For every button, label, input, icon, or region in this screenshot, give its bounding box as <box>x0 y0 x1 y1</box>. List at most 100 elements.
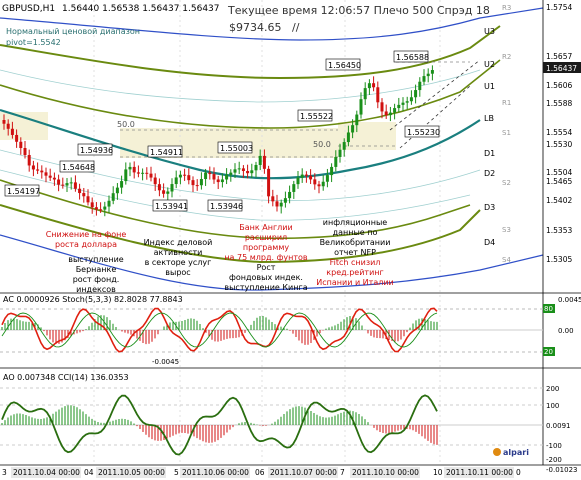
svg-text:1.56450: 1.56450 <box>328 61 361 70</box>
candle-body-47 <box>199 179 203 186</box>
ac-title: AC 0.0000926 Stoch(5,3,3) 82.8028 77.884… <box>3 295 183 304</box>
ao-histogram <box>1 405 438 445</box>
candle-body-28 <box>120 181 124 188</box>
candle-body-67 <box>283 198 287 203</box>
candle-body-30 <box>128 166 132 170</box>
candle-body-9 <box>40 170 44 173</box>
price-tick-7: 1.5504 <box>546 168 572 177</box>
stoch-main-line <box>1 307 438 353</box>
candle-body-10 <box>44 172 48 176</box>
svg-text:1.56588: 1.56588 <box>396 53 429 62</box>
candle-body-59 <box>250 170 254 174</box>
candle-body-32 <box>136 172 140 174</box>
candle-body-85 <box>359 99 363 115</box>
pivot-u1: U1 <box>484 82 495 91</box>
lower-band-1 <box>0 179 471 240</box>
time-tick-7: 06 <box>255 468 265 477</box>
price-mark-4: 1.54911 <box>147 145 183 158</box>
ac-axis-80: 80 <box>544 305 553 313</box>
candle-body-3 <box>15 134 19 142</box>
candle-body-61 <box>258 155 262 165</box>
ao-axis-m200: -200 <box>546 456 562 464</box>
ac-stoch-panel: AC 0.0000926 Stoch(5,3,3) 82.8028 77.884… <box>0 295 581 366</box>
pivot-d1: D1 <box>484 149 495 158</box>
candle-body-18 <box>78 188 82 194</box>
candle-body-36 <box>153 177 157 185</box>
candle-body-69 <box>292 184 296 192</box>
level-names: R3 R2 R1 S1 S2 S3 S4 <box>502 4 511 264</box>
candle-body-60 <box>254 164 258 171</box>
candle-body-66 <box>279 202 283 207</box>
svg-text:1.54936: 1.54936 <box>80 146 113 155</box>
candle-body-6 <box>27 155 31 166</box>
price-mark-7: 1.53946 <box>207 199 243 212</box>
candle-body-7 <box>31 165 35 170</box>
candle-body-42 <box>178 174 182 178</box>
price-tick-11: 1.5305 <box>546 255 572 264</box>
candle-body-58 <box>246 171 250 174</box>
time-tick-4: 2011.10.05 00:00 <box>98 468 165 477</box>
fib-label-1: 50.0 <box>117 120 135 129</box>
candle-body-81 <box>342 142 346 150</box>
candle-body-49 <box>208 172 212 175</box>
time-tick-13: 0 <box>516 468 521 477</box>
time-tick-11: 10 <box>433 468 443 477</box>
level-r2: R2 <box>502 53 511 61</box>
annotation-1: Снижение на фоне роста доллара <box>46 230 127 249</box>
pivot-label: pivot=1.5542 <box>6 38 61 47</box>
candle-body-75 <box>317 184 321 187</box>
candle-body-50 <box>212 174 216 180</box>
pivot-d2: D2 <box>484 169 495 178</box>
candle-body-13 <box>57 179 61 185</box>
candle-body-100 <box>422 76 426 82</box>
fib-label-2: 50.0 <box>313 140 331 149</box>
candle-body-79 <box>334 156 338 167</box>
account-marker: // <box>292 21 300 34</box>
price-mark-11: 1.55230 <box>404 125 440 138</box>
cci-line <box>1 394 438 456</box>
ao-title: AO 0.007348 CCI(14) 136.0353 <box>3 373 129 382</box>
svg-text:1.56437: 1.56437 <box>546 64 577 73</box>
level-s3: S3 <box>502 226 511 234</box>
candle-body-22 <box>94 207 98 210</box>
candle-body-17 <box>73 182 77 189</box>
pivot-d3: D3 <box>484 203 495 212</box>
candle-body-73 <box>309 175 313 180</box>
candle-body-56 <box>237 168 241 170</box>
time-tick-5: 5 <box>174 468 179 477</box>
candle-body-88 <box>372 83 376 88</box>
candle-body-99 <box>418 81 422 91</box>
candle-body-5 <box>23 148 27 156</box>
pivot-u3: U3 <box>484 27 495 36</box>
ao-axis-200: 200 <box>546 385 559 393</box>
candle-body-76 <box>321 181 325 187</box>
candle-body-48 <box>204 172 208 180</box>
candle-body-24 <box>103 206 107 210</box>
candle-body-46 <box>195 185 199 187</box>
upper-band-2 <box>0 59 501 129</box>
svg-text:1.54911: 1.54911 <box>150 148 183 157</box>
candle-body-84 <box>355 114 359 126</box>
candle-body-53 <box>225 174 229 180</box>
time-axis: 3 2011.10.04 00:00 04 2011.10.05 00:00 5… <box>2 467 521 478</box>
candle-body-2 <box>10 128 14 135</box>
outer-lower-band <box>0 234 544 291</box>
candle-body-8 <box>36 169 40 171</box>
candle-body-40 <box>170 184 174 192</box>
candle-body-94 <box>397 104 401 109</box>
price-tick-4: 1.5588 <box>546 99 572 108</box>
candle-body-80 <box>338 149 342 157</box>
price-axis: 1.5754 1.5657 1.5606 1.5588 1.5554 1.553… <box>542 0 581 465</box>
price-tick-1: 1.5754 <box>546 3 572 12</box>
ao-bottom-label: -0.01023 <box>546 466 577 474</box>
candle-body-71 <box>300 174 304 178</box>
annotation-3: Индекс деловой активности в секторе услуг в… <box>144 238 213 277</box>
price-mark-9: 1.56450 <box>325 58 361 71</box>
svg-text:1.53946: 1.53946 <box>210 202 243 211</box>
candle-body-74 <box>313 179 317 185</box>
candle-body-27 <box>115 187 119 194</box>
candle-body-39 <box>166 191 170 194</box>
candle-body-63 <box>267 168 271 197</box>
candle-body-12 <box>52 177 56 180</box>
